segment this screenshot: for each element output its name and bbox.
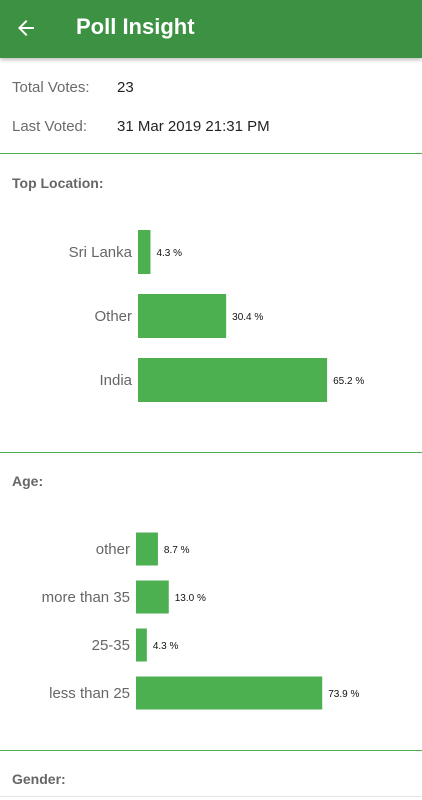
page-title: Poll Insight <box>76 14 195 39</box>
category-label: Other <box>94 308 132 325</box>
location-chart: Sri Lanka 4.3 % Other 30.4 % India 65.2 % <box>69 230 364 402</box>
value-label: 30.4 % <box>232 312 263 323</box>
value-label: 65.2 % <box>333 376 364 387</box>
bar <box>136 676 323 710</box>
bar <box>138 358 328 402</box>
value-label: 4.3 % <box>156 248 182 259</box>
age-section-title: Age: <box>12 473 44 489</box>
bar <box>136 580 169 614</box>
value-label: 8.7 % <box>164 545 190 556</box>
arrow-back-icon[interactable] <box>14 16 38 40</box>
bar <box>136 532 158 566</box>
category-label: India <box>99 372 132 389</box>
last-voted-label: Last Voted: <box>12 118 88 135</box>
value-label: 13.0 % <box>175 593 206 604</box>
total-votes-label: Total Votes: <box>12 79 90 96</box>
value-label: 73.9 % <box>328 689 359 700</box>
location-section-title: Top Location: <box>12 175 104 191</box>
bar <box>136 628 147 662</box>
category-label: 25-35 <box>92 637 130 654</box>
last-voted-value: 31 Mar 2019 21:31 PM <box>117 118 270 135</box>
bar <box>138 294 227 338</box>
total-votes-value: 23 <box>117 79 134 96</box>
bar <box>138 230 151 274</box>
divider <box>0 153 422 154</box>
gender-section-title: Gender: <box>12 771 66 787</box>
age-chart: other 8.7 % more than 35 13.0 % 25-35 4.3 % le… <box>42 532 359 710</box>
value-label: 4.3 % <box>153 641 179 652</box>
divider <box>0 750 422 751</box>
category-label: less than 25 <box>49 685 130 702</box>
category-label: Sri Lanka <box>69 244 133 261</box>
app-bar: Poll Insight <box>0 0 422 58</box>
category-label: more than 35 <box>42 589 130 606</box>
category-label: other <box>96 541 130 558</box>
bottom-edge <box>0 796 422 797</box>
divider <box>0 452 422 453</box>
